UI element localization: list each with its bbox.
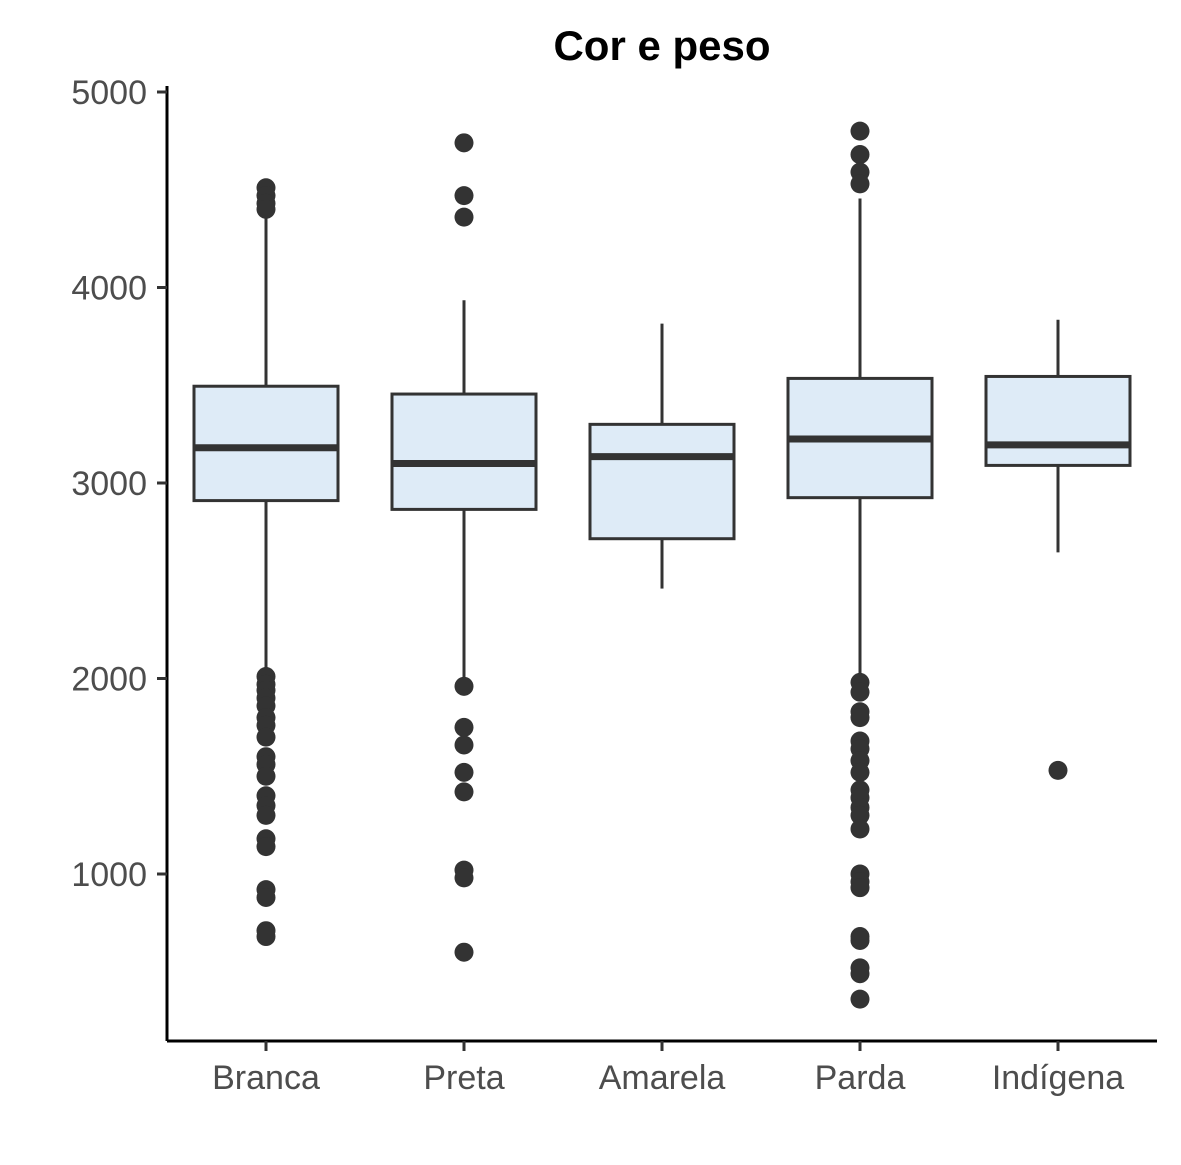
outlier-point (850, 805, 870, 825)
box-iqr (588, 422, 736, 541)
x-axis: Branca Preta Amarela Parda Indígena (167, 1039, 1157, 1097)
outlier-point (454, 717, 474, 737)
x-tick-label: Amarela (599, 1059, 726, 1097)
box-iqr (984, 374, 1132, 467)
box-amarela (588, 323, 736, 589)
outlier-point (256, 805, 276, 825)
outlier-point (256, 927, 276, 947)
y-tick-label: 3000 (71, 465, 147, 503)
outlier-point (850, 930, 870, 950)
chart-title: Cor e peso (553, 22, 770, 69)
outlier-point (850, 878, 870, 898)
y-tick-label: 1000 (71, 856, 147, 894)
y-tick-label: 4000 (71, 270, 147, 308)
outlier-point (454, 942, 474, 962)
outlier-point (850, 964, 870, 984)
box-parda (786, 121, 934, 1009)
y-tick-label: 2000 (71, 661, 147, 699)
outlier-point (256, 727, 276, 747)
outlier-point (454, 133, 474, 153)
outlier-point (850, 819, 870, 839)
outlier-point (850, 121, 870, 141)
outlier-point (454, 782, 474, 802)
boxes (192, 121, 1132, 1009)
outlier-point (454, 186, 474, 206)
x-tick-label: Branca (212, 1059, 320, 1097)
outlier-point (454, 676, 474, 696)
outlier-point (850, 682, 870, 702)
outlier-point (850, 989, 870, 1009)
outlier-point (850, 762, 870, 782)
outlier-point (1048, 760, 1068, 780)
outlier-point (256, 199, 276, 219)
box-iqr (192, 384, 340, 503)
outlier-point (454, 735, 474, 755)
outlier-point (850, 708, 870, 728)
y-axis: 1000 2000 3000 4000 5000 (71, 74, 169, 1041)
box-indígena (984, 319, 1132, 780)
outlier-point (256, 887, 276, 907)
box-iqr (390, 392, 538, 511)
outlier-point (454, 762, 474, 782)
outlier-point (454, 868, 474, 888)
outlier-point (256, 837, 276, 857)
x-tick-label: Preta (423, 1059, 504, 1097)
x-tick-label: Parda (815, 1059, 906, 1097)
outlier-point (454, 207, 474, 227)
box-preta (390, 133, 538, 962)
box-branca (192, 178, 340, 947)
outlier-point (850, 145, 870, 165)
outlier-point (256, 766, 276, 786)
x-tick-label: Indígena (992, 1059, 1124, 1097)
outlier-point (850, 174, 870, 194)
y-tick-label: 5000 (71, 74, 147, 112)
